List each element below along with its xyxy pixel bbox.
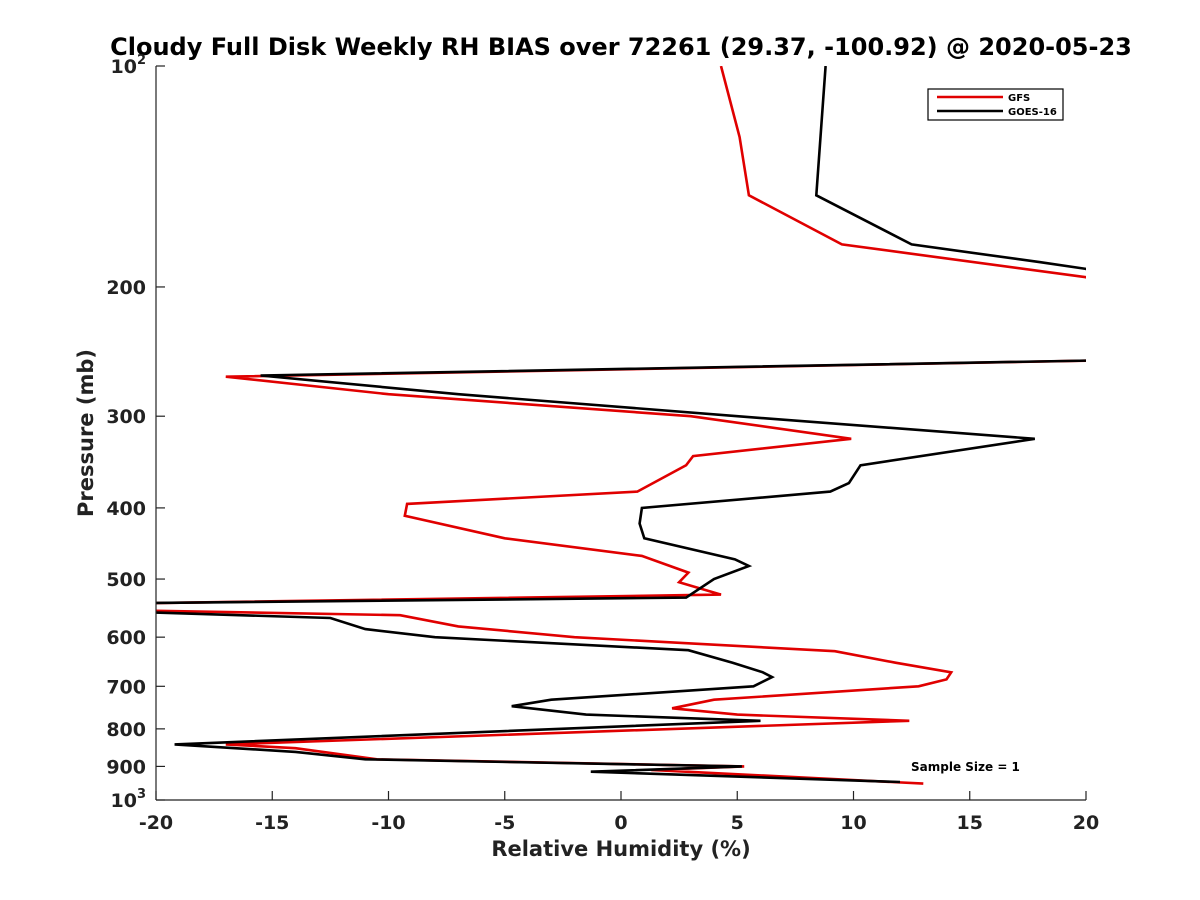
legend-label: GFS — [1008, 93, 1030, 104]
x-tick-label: -5 — [494, 812, 515, 834]
y-tick-label: 800 — [106, 719, 146, 741]
x-tick-label: -10 — [371, 812, 405, 834]
x-tick-label: -20 — [139, 812, 173, 834]
y-tick-label: 900 — [106, 756, 146, 778]
y-tick-label: 400 — [106, 498, 146, 520]
x-tick-label: 5 — [731, 812, 744, 834]
y-tick-label: 200 — [106, 277, 146, 299]
y-tick-label: 700 — [106, 676, 146, 698]
y-tick-label: 600 — [106, 627, 146, 649]
x-axis-label: Relative Humidity (%) — [491, 837, 750, 861]
y-tick-label: 300 — [106, 406, 146, 428]
y-tick-label: 103 — [111, 787, 147, 812]
x-tick-label: 0 — [614, 812, 627, 834]
ticks-layer: -20 -15 -10 -5 0 5 10 15 20 102 200 300 400 500 600 700… — [106, 53, 1099, 834]
series-line-gfs — [156, 66, 1086, 785]
y-tick-label: 500 — [106, 569, 146, 591]
sample-size-annotation: Sample Size = 1 — [911, 760, 1020, 774]
series-line-goes-16 — [156, 66, 1086, 784]
y-axis-label: Pressure (mb) — [74, 349, 98, 517]
chart-title: Cloudy Full Disk Weekly RH BIAS over 722… — [110, 33, 1132, 61]
series-layer — [156, 66, 1086, 785]
x-tick-label: 15 — [957, 812, 983, 834]
x-tick-label: 10 — [840, 812, 866, 834]
legend: GFS GOES-16 — [927, 88, 1064, 121]
y-tick-label: 102 — [111, 53, 147, 78]
x-tick-label: -15 — [255, 812, 289, 834]
legend-label: GOES-16 — [1008, 107, 1057, 118]
legend-box — [927, 88, 1064, 121]
x-tick-label: 20 — [1073, 812, 1099, 834]
